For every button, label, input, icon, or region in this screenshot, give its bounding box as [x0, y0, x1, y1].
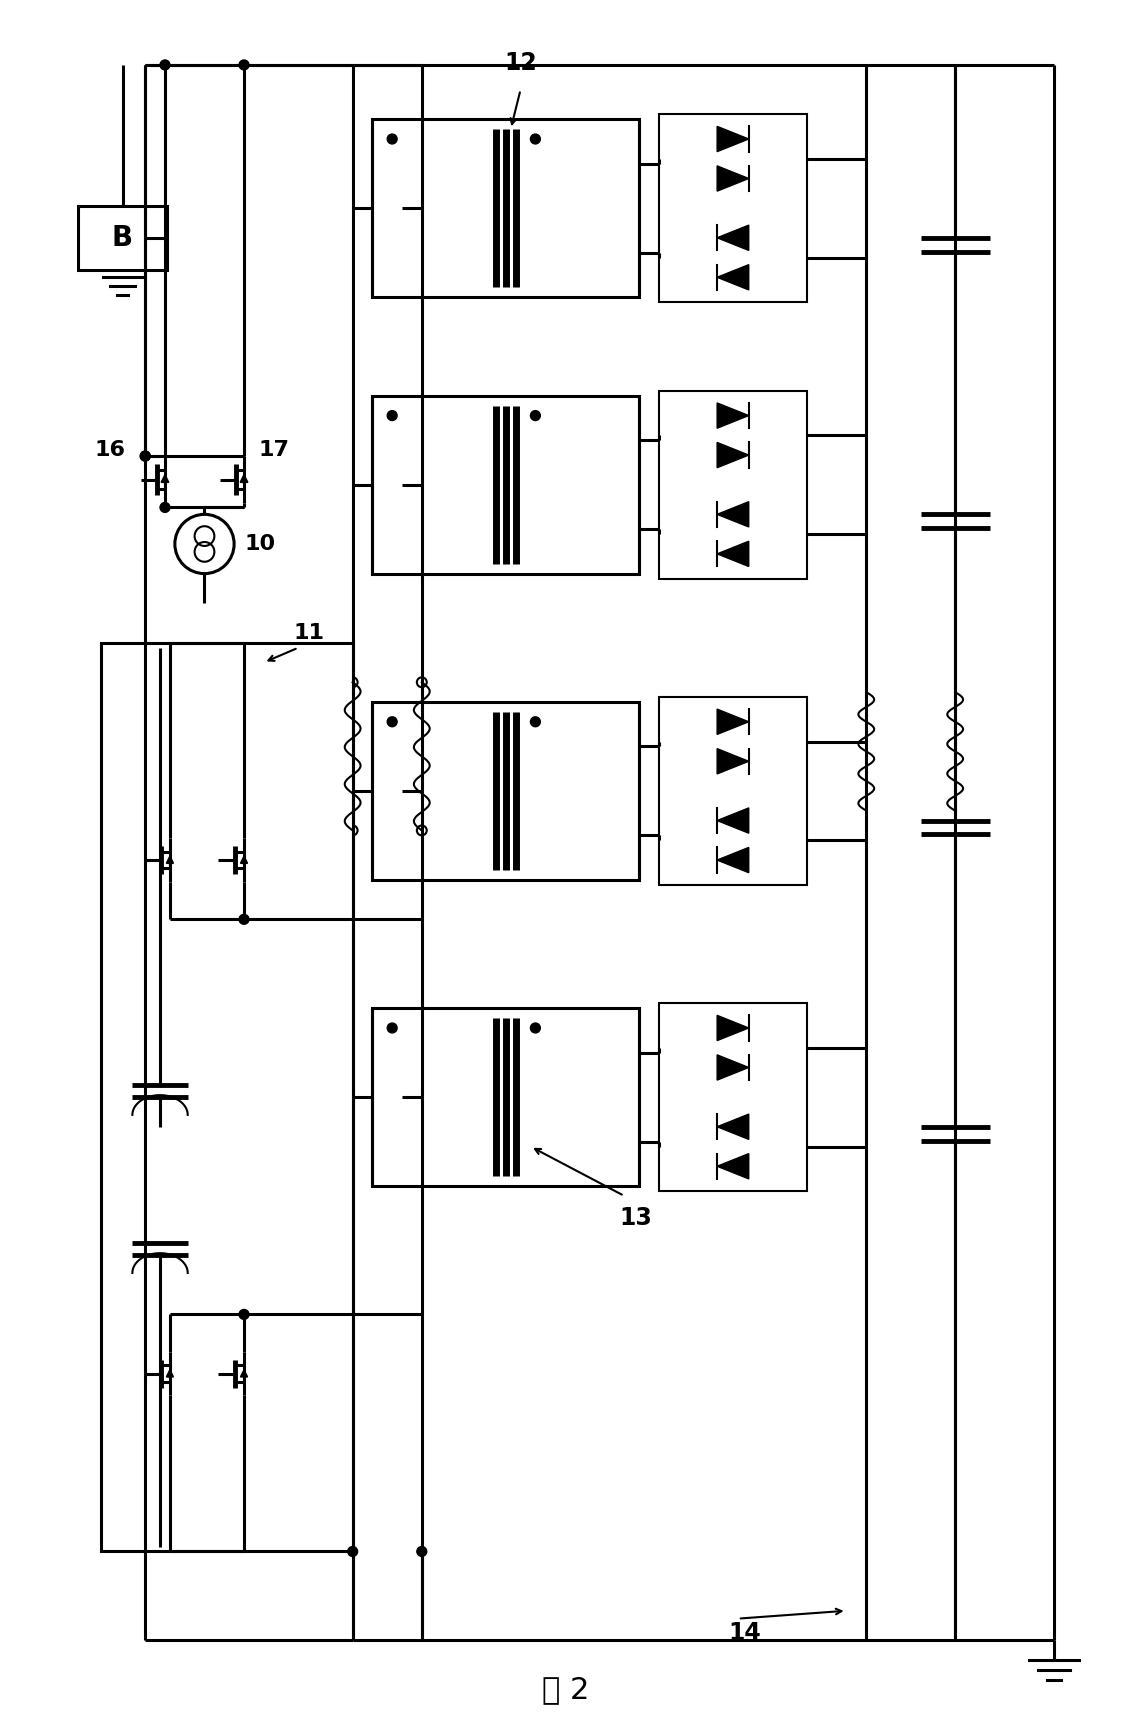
Polygon shape [717, 166, 749, 192]
Polygon shape [717, 1113, 749, 1139]
Circle shape [530, 410, 540, 420]
Circle shape [160, 503, 170, 512]
Polygon shape [717, 501, 749, 527]
Circle shape [417, 1546, 427, 1556]
Polygon shape [717, 403, 749, 429]
Polygon shape [717, 443, 749, 469]
Text: 图 2: 图 2 [543, 1675, 589, 1705]
Polygon shape [717, 541, 749, 567]
Bar [373, 119, 639, 297]
Polygon shape [717, 225, 749, 251]
Circle shape [140, 451, 151, 462]
Text: 11: 11 [293, 622, 324, 643]
Text: 13: 13 [620, 1205, 653, 1229]
Circle shape [387, 1024, 397, 1032]
Circle shape [530, 718, 540, 726]
Polygon shape [717, 807, 749, 833]
Bar [659, 1003, 807, 1191]
Bar [659, 697, 807, 885]
Bar [101, 643, 352, 1551]
Circle shape [239, 61, 249, 69]
Polygon shape [717, 749, 749, 775]
Text: 12: 12 [504, 50, 537, 74]
Circle shape [530, 1024, 540, 1032]
Bar [373, 702, 639, 880]
Text: 14: 14 [729, 1620, 760, 1644]
Polygon shape [717, 1055, 749, 1081]
Circle shape [348, 1546, 358, 1556]
Bar [373, 1008, 639, 1186]
Circle shape [140, 451, 151, 462]
Polygon shape [717, 847, 749, 873]
Circle shape [160, 61, 170, 69]
Circle shape [239, 915, 249, 925]
Circle shape [387, 410, 397, 420]
Circle shape [530, 135, 540, 144]
Bar [373, 396, 639, 574]
Text: 16: 16 [94, 441, 126, 460]
Bar [78, 206, 167, 270]
Circle shape [387, 718, 397, 726]
Polygon shape [717, 1153, 749, 1179]
Polygon shape [717, 265, 749, 290]
Text: 10: 10 [244, 534, 275, 553]
Circle shape [387, 135, 397, 144]
Bar [659, 114, 807, 303]
Polygon shape [717, 126, 749, 152]
Bar [659, 391, 807, 579]
Text: B: B [112, 223, 133, 252]
Polygon shape [717, 1015, 749, 1041]
Circle shape [239, 1309, 249, 1319]
Polygon shape [717, 709, 749, 735]
Text: 17: 17 [258, 441, 290, 460]
